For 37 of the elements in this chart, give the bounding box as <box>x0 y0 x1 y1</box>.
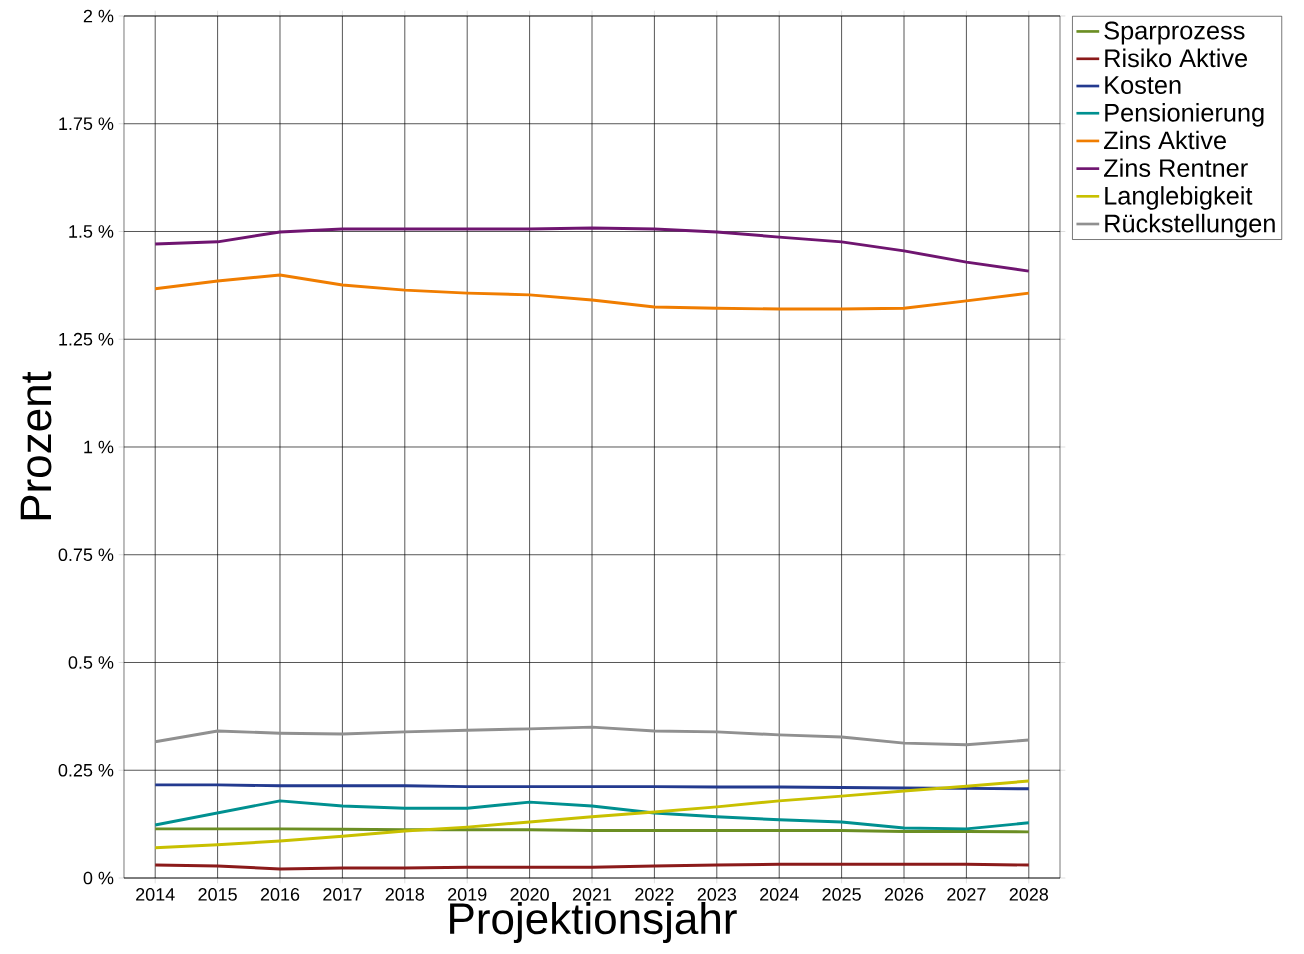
x-tick-label: 2019 <box>448 888 487 901</box>
legend-label: Zins Aktive <box>1104 130 1226 150</box>
x-axis-title: Projektionsjahr <box>450 901 737 943</box>
x-tick-label: 2023 <box>697 888 737 901</box>
line-series <box>153 779 1031 850</box>
y-tick-label: 0.75 % <box>58 548 114 562</box>
x-tick-label: 2014 <box>136 888 175 901</box>
x-tick-label: 2016 <box>260 888 300 901</box>
y-tick-label: 1 % <box>84 440 114 454</box>
y-tick-label: 0 % <box>83 871 114 885</box>
y-axis-title: Prozent <box>20 371 52 520</box>
x-tick-label: 2021 <box>572 888 612 901</box>
x-tick-label: 2028 <box>1009 888 1049 901</box>
x-tick-label: 2015 <box>198 888 237 901</box>
legend-label: Zins Rentner <box>1104 158 1248 178</box>
x-tick-label: 2025 <box>822 888 861 901</box>
legend-label: Sparprozess <box>1104 21 1245 45</box>
line-series <box>153 725 1031 747</box>
y-tick-label: 0.5 % <box>68 656 114 669</box>
y-tick-label: 1.25 % <box>59 332 114 346</box>
legend-label: Pensionierung <box>1105 103 1264 127</box>
line-series <box>153 273 1031 311</box>
legend-label: Risiko Aktive <box>1105 48 1248 68</box>
x-tick-label: 2017 <box>323 888 362 901</box>
legend-label: Langlebigkeit <box>1105 186 1253 210</box>
legend-label: Kosten <box>1105 76 1181 94</box>
y-tick-label: 1.75 % <box>59 117 114 131</box>
y-tick-label: 0.25 % <box>58 763 114 777</box>
x-tick-label: 2024 <box>760 888 799 901</box>
x-tick-label: 2026 <box>884 888 924 901</box>
y-tick-label: 2 % <box>83 9 114 23</box>
legend-label: Rückstellungen <box>1105 213 1275 238</box>
x-tick-label: 2018 <box>385 888 425 901</box>
x-tick-label: 2027 <box>947 888 986 901</box>
x-tick-label: 2022 <box>635 888 674 901</box>
y-tick-label: 1.5 % <box>69 225 114 238</box>
x-tick-label: 2020 <box>510 888 549 901</box>
